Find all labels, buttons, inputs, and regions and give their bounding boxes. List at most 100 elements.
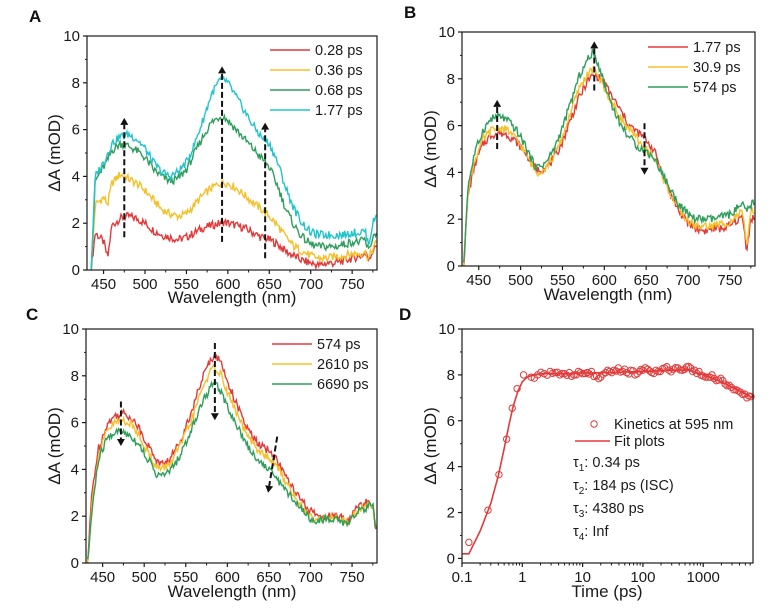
y-tick-label: 6 [72,122,80,139]
data-point [747,392,755,401]
x-tick-label: 650 [256,569,281,586]
panel-label-b: B [404,3,416,22]
y-tick-label: 6 [447,118,455,135]
y-tick-label: 6 [71,415,79,432]
x-tick-label: 0.1 [452,569,473,586]
x-tick-label: 700 [298,276,323,293]
y-tick-label: 4 [447,459,455,476]
legend-label: 6690 ps [317,377,369,393]
y-tick-label: 10 [62,321,79,338]
y-tick-label: 0 [447,258,455,275]
y-tick-label: 2 [72,215,80,232]
x-tick-label: 600 [215,276,240,293]
series-line-6690-ps [87,380,377,560]
arrow-head-up [120,117,129,125]
panel-c-plot: 0 2 4 6 8 10 450 500 550 600 650 700 750 574 ps 2610 p… [62,321,378,586]
legend-label: 30.9 ps [693,60,741,76]
arrow-head-up [590,41,599,49]
x-tick-label: 1 [518,569,526,586]
x-tick-label: 10 [574,569,591,586]
panel-d: D 0 2 4 6 8 10 0.1 1 10 100 1000 Kinetics at 595 nm… [399,305,755,601]
x-tick-label: 550 [550,272,575,289]
dashed-arrow-down [268,436,279,487]
y-tick-label: 0 [71,555,79,572]
x-tick-label: 450 [90,569,115,586]
legend-label: 2610 ps [317,357,369,373]
panel-label-d: D [399,305,411,324]
y-tick-label: 4 [447,164,455,181]
y-tick-label: 8 [72,75,80,92]
legend-marker-circle [590,420,598,428]
data-point [727,383,736,392]
x-tick-label: 750 [340,276,365,293]
data-point [721,380,729,388]
fit-param-label: τ3: 4380 ps [573,501,644,520]
panel-b-xlabel: Wavelength (nm) [544,285,673,304]
plot-frame [461,328,754,564]
panel-a: A 0 2 4 6 8 10 450 500 550 600 650 700 750 0.28 ps 0.3… [29,7,378,307]
panel-b-plot: 0 2 4 6 8 10 450 500 550 600 650 700 750 1.77 ps 30.9 … [438,24,756,289]
legend-label: 574 ps [693,80,737,96]
legend-label: 0.28 ps [315,43,363,59]
legend-label: Kinetics at 595 nm [614,417,733,433]
x-tick-label: 750 [340,569,365,586]
legend-label: 1.77 ps [315,103,363,119]
arrow-head-down [640,167,649,175]
series-group [463,47,755,266]
series-line-0.28-ps [90,211,377,270]
data-point [741,390,749,398]
panel-a-xlabel: Wavelength (nm) [168,288,297,307]
panel-c-xlabel: Wavelength (nm) [168,582,297,601]
fit-param-label: τ1: 0.34 ps [573,455,640,474]
y-tick-label: 4 [71,461,79,478]
panel-d-plot: 0 2 4 6 8 10 0.1 1 10 100 1000 Kinetics at 595 nmFi… [438,321,755,586]
x-tick-label: 750 [717,272,742,289]
data-point [519,371,528,379]
panel-b-ylabel: ΔA (mOD) [421,110,440,187]
series-line-0.68-ps [90,113,377,270]
data-point [695,367,703,376]
legend-label: 0.68 ps [315,83,363,99]
fit-param-label: τ2: 184 ps (ISC) [573,478,674,497]
panel-a-ylabel: ΔA (mOD) [45,114,64,191]
panel-d-ylabel: ΔA (mOD) [421,407,440,484]
panel-b: B 0 2 4 6 8 10 450 500 550 600 650 700 750 1.77 ps 30.… [404,3,756,304]
y-tick-label: 10 [63,28,80,45]
legend-label: 574 ps [317,337,361,353]
data-point [553,368,562,377]
y-tick-label: 2 [71,508,79,525]
x-tick-label: 700 [298,569,323,586]
x-tick-label: 500 [132,569,157,586]
x-tick-label: 550 [174,276,199,293]
series-line-30.9-ps [463,65,755,266]
y-tick-label: 4 [72,168,80,185]
x-tick-label: 100 [630,569,655,586]
data-point [551,368,559,377]
series-line-1.77-ps [90,75,377,270]
arrow-head-down [265,485,274,493]
y-tick-label: 10 [438,321,455,338]
fit-param-label: τ4: Inf [573,524,609,543]
series-group [90,75,377,270]
x-tick-label: 600 [592,272,617,289]
y-tick-label: 8 [447,71,455,88]
x-tick-label: 450 [466,272,491,289]
fit-line [462,369,754,555]
y-tick-label: 2 [447,211,455,228]
panel-c: C 0 2 4 6 8 10 450 500 550 600 650 700 750 574 ps 2610… [26,305,378,601]
y-tick-label: 8 [447,367,455,384]
data-point [725,381,733,389]
x-tick-label: 650 [634,272,659,289]
legend-label: Fit plots [614,434,665,450]
y-tick-label: 10 [438,24,455,41]
series-line-2610-ps [87,364,377,563]
series-line-0.36-ps [90,171,377,270]
data-point [565,368,573,377]
y-tick-label: 8 [71,368,79,385]
panel-label-a: A [29,7,41,26]
series-line-1.77-ps [463,72,755,266]
data-point [465,538,473,547]
data-point [594,374,603,383]
arrow-head-down [210,413,219,421]
